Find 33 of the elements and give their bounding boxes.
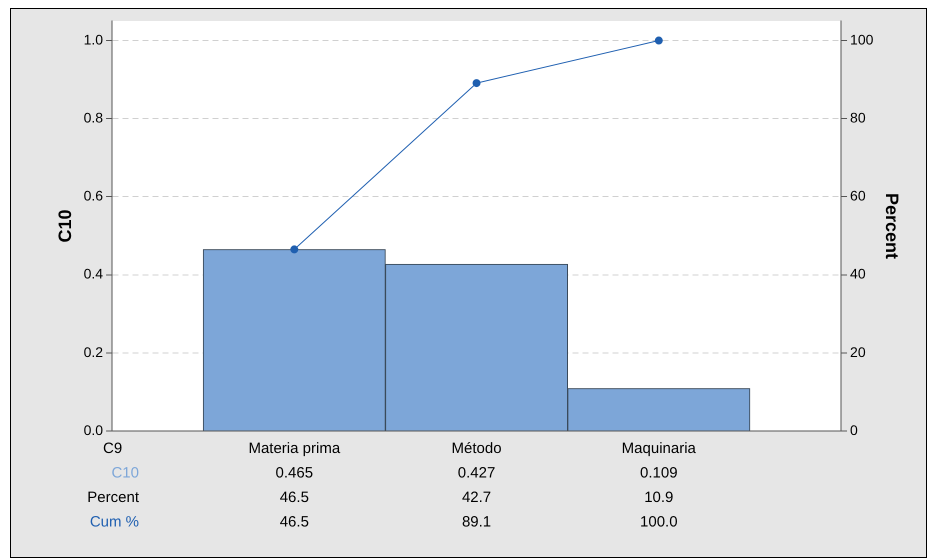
x-tick-label: Método — [452, 440, 502, 458]
data-label: 0.427 — [458, 464, 496, 482]
y-tick-label: 0.6 — [84, 188, 104, 204]
y2-tick-label: 100 — [850, 31, 874, 48]
data-label: 0.109 — [640, 464, 678, 482]
y2-axis-title: Percent — [882, 192, 902, 260]
y-tick-label: 0.8 — [84, 109, 104, 126]
text: 46.5 — [280, 489, 309, 506]
data-label: 89.1 — [462, 514, 492, 531]
text: 42.7 — [462, 489, 492, 506]
y-tick-label: 0.2 — [84, 344, 104, 360]
y-axis-title: C10 — [54, 209, 75, 243]
point — [654, 36, 663, 45]
x-tick-label: Materia prima — [248, 440, 341, 458]
y2-tick-label: 0 — [850, 422, 858, 438]
x-tick-label: Maquinaria — [622, 440, 697, 458]
x-axis-title: C9 — [103, 440, 122, 458]
text: Percent — [87, 489, 139, 506]
y-tick-label: 0.0 — [84, 422, 104, 438]
y2-tick-label: 40 — [850, 266, 866, 282]
data-label: 0.465 — [276, 464, 314, 482]
y-tick-label: 0.4 — [84, 266, 104, 282]
text: C10 — [111, 464, 139, 482]
y2-tick-label: 20 — [850, 344, 866, 360]
data-label: 100.0 — [640, 514, 678, 531]
y2-tick-label: 60 — [850, 188, 866, 204]
point — [472, 79, 481, 88]
point — [290, 245, 298, 254]
data-label: 46.5 — [280, 514, 309, 531]
y2-tick-label: 80 — [850, 109, 866, 126]
y-tick-label: 1.0 — [84, 31, 104, 48]
text: Cum % — [90, 514, 139, 531]
text: 10.9 — [644, 489, 674, 506]
